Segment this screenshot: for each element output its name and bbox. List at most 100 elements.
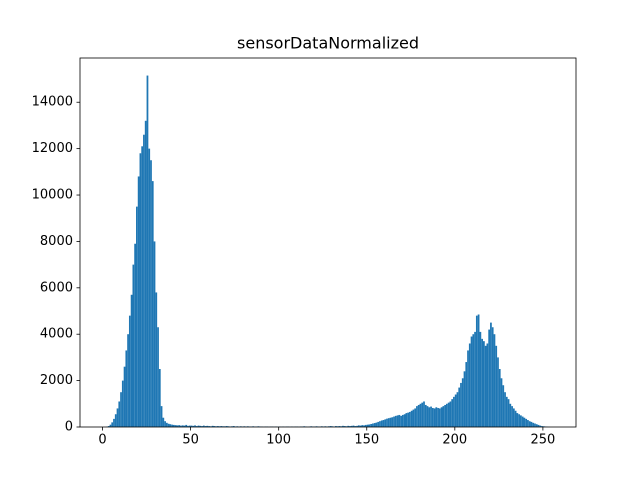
bar (368, 424, 371, 427)
x-tick-label: 0 (98, 433, 106, 448)
bar (190, 425, 193, 427)
bar (199, 425, 202, 427)
bar (363, 425, 365, 427)
bar (232, 426, 235, 427)
bar (134, 243, 137, 427)
bar (382, 420, 385, 427)
bar (157, 327, 159, 427)
bar (521, 416, 524, 427)
bar (113, 418, 115, 427)
bar (528, 421, 531, 427)
bar (178, 425, 181, 427)
bar (143, 134, 145, 427)
bar (169, 424, 172, 427)
bar (356, 425, 358, 427)
bar (437, 407, 439, 427)
bar (386, 418, 388, 427)
bar (144, 120, 147, 428)
bar (151, 181, 154, 427)
bar (417, 404, 420, 427)
bar (484, 345, 487, 427)
bar (211, 425, 214, 427)
bar (204, 426, 207, 427)
bar (456, 392, 459, 427)
bar (444, 404, 447, 427)
bar (498, 369, 501, 427)
bar (405, 413, 408, 427)
bar (419, 403, 422, 427)
bar (116, 408, 119, 427)
bar (181, 425, 184, 427)
bar (335, 426, 337, 427)
bar (372, 423, 374, 427)
bar (467, 350, 469, 427)
bar (121, 380, 124, 427)
bar (150, 160, 152, 427)
bar (132, 264, 135, 427)
y-tick-label: 10000 (32, 188, 73, 203)
bar (197, 425, 200, 427)
bar (507, 399, 510, 427)
bar (338, 426, 341, 427)
bar (514, 410, 517, 427)
bar (403, 414, 406, 427)
bar (519, 415, 522, 427)
bar (153, 241, 156, 427)
bar (176, 425, 179, 427)
bar (364, 424, 367, 427)
bar (460, 382, 462, 427)
bar (463, 371, 466, 427)
y-tick-label: 4000 (40, 327, 73, 342)
bar (474, 331, 476, 427)
bar (329, 426, 332, 427)
bar (433, 408, 436, 427)
bar (167, 423, 170, 427)
bar (194, 425, 196, 427)
plot-frame (79, 57, 577, 428)
bar (148, 148, 151, 427)
bar (220, 426, 223, 427)
bar (109, 424, 112, 427)
bar (171, 424, 173, 427)
bar (165, 422, 168, 427)
bar (192, 425, 195, 427)
bar (472, 334, 475, 427)
bar (458, 387, 461, 427)
bar (366, 424, 369, 427)
bar (107, 426, 110, 427)
bar (527, 420, 529, 427)
bar (483, 341, 485, 427)
chart-title: sensorDataNormalized (237, 34, 419, 53)
bar (401, 414, 404, 427)
bar (141, 146, 144, 427)
bar (412, 409, 415, 427)
bar (435, 407, 438, 427)
bar (465, 362, 468, 427)
bar (352, 425, 355, 427)
bar (475, 315, 478, 427)
bar (424, 404, 427, 427)
bar (146, 75, 149, 428)
bar (535, 424, 538, 427)
bar (394, 415, 397, 427)
bar (446, 403, 448, 427)
bar (188, 425, 191, 427)
bar (451, 399, 454, 427)
y-tick-label: 12000 (32, 141, 73, 156)
bar (118, 401, 121, 427)
bar (359, 425, 362, 427)
bar (183, 425, 186, 427)
bar (155, 292, 158, 427)
bar (393, 416, 395, 427)
bar (488, 329, 491, 427)
bar (187, 425, 189, 427)
bar (495, 345, 498, 427)
bar (525, 418, 528, 427)
bar (343, 426, 346, 427)
bar (440, 407, 443, 427)
bar (180, 425, 182, 427)
bar (423, 401, 425, 427)
bar (470, 336, 473, 427)
y-tick-label: 14000 (32, 95, 73, 110)
